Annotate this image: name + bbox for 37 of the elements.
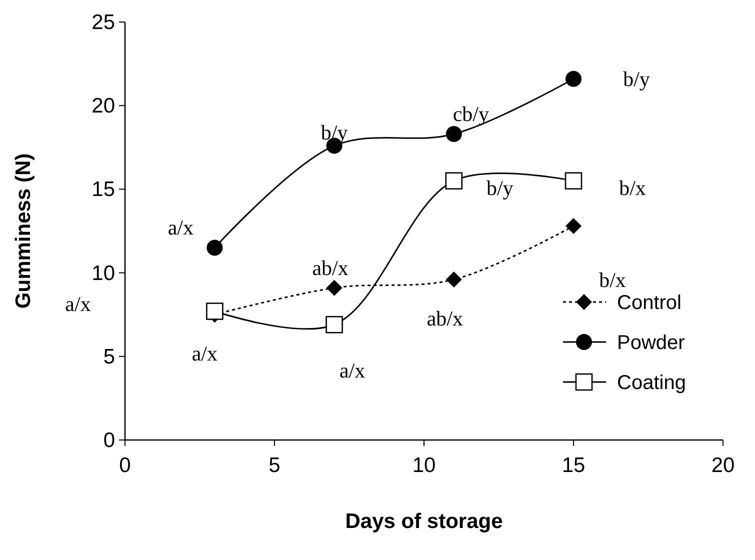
x-tick-label: 0 [119, 454, 131, 477]
x-tick-label: 20 [711, 454, 735, 477]
annotation: b/x [599, 268, 626, 292]
annotation: b/y [486, 176, 514, 200]
annotation: b/x [619, 176, 646, 200]
x-axis-title: Days of storage [345, 510, 503, 533]
point [206, 302, 224, 320]
annotation: cb/y [452, 102, 490, 126]
point [566, 218, 582, 234]
point [326, 280, 342, 296]
annotation: ab/x [312, 256, 349, 280]
y-tick-label: 10 [92, 262, 115, 285]
y-tick-label: 15 [92, 178, 115, 202]
annotation: ab/x [426, 306, 464, 330]
x-tick-label: 10 [412, 454, 436, 477]
y-tick-label: 5 [103, 345, 115, 368]
y-axis-title: Gumminess (N) [12, 153, 35, 309]
annotation: a/x [168, 216, 194, 240]
point [446, 126, 462, 142]
text: a/x [65, 292, 92, 316]
legend-label: Powder [617, 332, 686, 354]
point [446, 271, 462, 288]
point [445, 172, 463, 190]
point [564, 172, 582, 190]
point [566, 70, 582, 87]
point [326, 316, 343, 334]
y-tick-label: 25 [92, 11, 115, 34]
y-tick-label: 0 [103, 429, 115, 452]
x-tick-label: 5 [268, 454, 280, 477]
legend-label: Control [617, 292, 682, 314]
x-tick-label: 15 [562, 454, 586, 477]
y-tick-label: 20 [92, 94, 115, 118]
point [206, 240, 223, 256]
annotation: b/y [623, 66, 650, 91]
annotation: a/x [339, 358, 366, 383]
annotation: a/x [192, 342, 218, 366]
legend-label: Coating [617, 372, 686, 394]
